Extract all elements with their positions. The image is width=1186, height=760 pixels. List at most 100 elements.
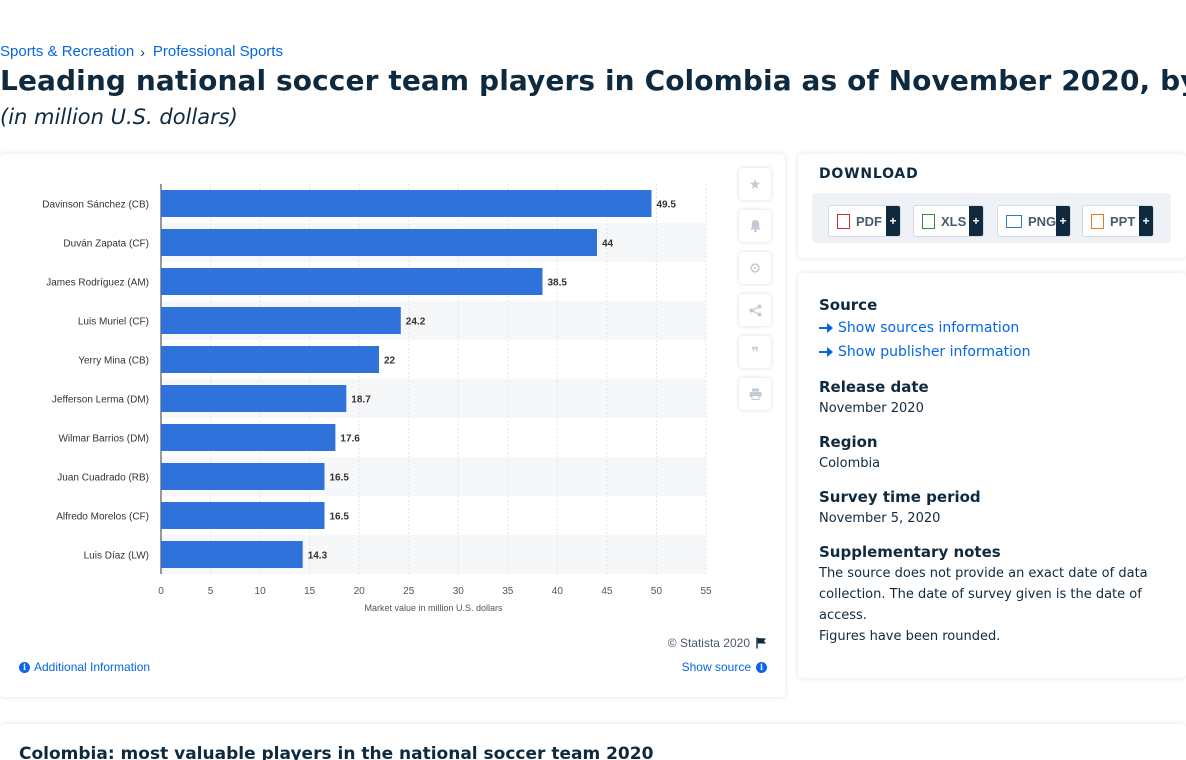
show-publisher-link[interactable]: Show publisher information — [819, 344, 1030, 360]
bell-icon — [749, 220, 761, 233]
bar-chart: 0 5 10 15 20 25 30 35 40 45 50 55 Davinson Sánchez (… — [42, 184, 712, 613]
supplementary-notes-line: The source does not provide an exact dat… — [819, 566, 1148, 581]
print-button[interactable] — [739, 378, 771, 410]
additional-information-link[interactable]: i Additional Information — [19, 660, 150, 674]
plus-icon: + — [969, 206, 983, 236]
page-title: Leading national soccer team players in … — [0, 64, 1186, 97]
category-label: James Rodríguez (AM) — [46, 278, 149, 289]
x-tick-label: 45 — [601, 586, 613, 597]
breadcrumb: Sports & Recreation › Professional Sport… — [0, 43, 283, 60]
survey-period-value: November 5, 2020 — [819, 511, 941, 526]
quote-icon: ❞ — [751, 343, 759, 360]
plus-icon: + — [1139, 206, 1153, 236]
supplementary-notes-line: access. — [819, 608, 867, 623]
category-label: Jefferson Lerma (DM) — [52, 395, 149, 406]
cite-button[interactable]: ❞ — [739, 336, 771, 368]
arrow-right-icon — [819, 323, 833, 333]
x-tick-label: 35 — [502, 586, 514, 597]
star-icon: ★ — [748, 175, 762, 192]
breadcrumb-link-sports-recreation[interactable]: Sports & Recreation — [0, 43, 135, 60]
pdf-file-icon — [837, 213, 850, 229]
statistic-details-card: Source Show sources information Show pub… — [798, 273, 1186, 678]
x-tick-label: 15 — [304, 586, 316, 597]
data-label: 24.2 — [406, 317, 426, 328]
download-pdf-button[interactable]: PDF + — [828, 205, 901, 237]
png-image-icon — [1006, 214, 1022, 228]
info-icon: i — [756, 661, 767, 673]
category-label: Alfredo Morelos (CF) — [56, 512, 149, 523]
data-label: 38.5 — [548, 278, 568, 289]
source-heading: Source — [819, 296, 878, 314]
category-label: Luis Díaz (LW) — [84, 551, 149, 562]
breadcrumb-link-professional-sports[interactable]: Professional Sports — [152, 43, 283, 60]
download-png-button[interactable]: PNG + — [997, 205, 1071, 237]
release-date-value: November 2020 — [819, 401, 924, 416]
ppt-file-icon — [1091, 213, 1104, 229]
supplementary-notes-line: Figures have been rounded. — [819, 629, 1001, 644]
info-icon: i — [19, 661, 30, 673]
x-tick-label: 10 — [255, 586, 267, 597]
bar — [161, 463, 325, 490]
download-bar: PDF + XLS + PNG + PPT + — [812, 193, 1171, 243]
plus-icon: + — [886, 206, 900, 236]
bar — [161, 268, 543, 295]
release-date-heading: Release date — [819, 378, 929, 396]
data-label: 44 — [602, 239, 614, 250]
data-label: 17.6 — [340, 434, 360, 445]
download-png-label: PNG — [1028, 213, 1057, 229]
gear-icon: ⚙ — [748, 259, 762, 276]
x-tick-label: 5 — [208, 586, 214, 597]
download-xls-button[interactable]: XLS + — [913, 205, 984, 237]
print-icon — [749, 388, 761, 400]
bar — [161, 424, 336, 451]
x-tick-label: 50 — [651, 586, 663, 597]
download-ppt-label: PPT — [1110, 213, 1136, 229]
settings-button[interactable]: ⚙ — [739, 252, 771, 284]
region-value: Colombia — [819, 456, 881, 471]
download-title: DOWNLOAD — [819, 166, 919, 182]
x-tick-label: 25 — [403, 586, 415, 597]
bar — [161, 346, 379, 373]
category-label: Davinson Sánchez (CB) — [42, 200, 149, 211]
x-tick-label: 30 — [453, 586, 465, 597]
category-label: Wilmar Barrios (DM) — [58, 434, 149, 445]
favorite-button[interactable]: ★ — [739, 168, 771, 200]
download-ppt-button[interactable]: PPT + — [1082, 205, 1154, 237]
data-label: 18.7 — [351, 395, 371, 406]
flag-icon[interactable] — [756, 637, 767, 649]
related-statistic-title[interactable]: Colombia: most valuable players in the n… — [19, 744, 654, 760]
arrow-right-icon — [819, 347, 833, 357]
notification-button[interactable] — [739, 210, 771, 242]
show-sources-label: Show sources information — [838, 320, 1020, 336]
x-axis-title: Market value in million U.S. dollars — [364, 603, 503, 613]
bar — [161, 385, 347, 412]
category-label: Yerry Mina (CB) — [78, 356, 149, 367]
supplementary-notes-line: collection. The date of survey given is … — [819, 587, 1142, 602]
breadcrumb-separator: › — [140, 43, 145, 60]
survey-period-heading: Survey time period — [819, 488, 981, 506]
show-source-link[interactable]: Show source i — [682, 660, 767, 674]
show-sources-link[interactable]: Show sources information — [819, 320, 1019, 336]
download-card: DOWNLOAD PDF + XLS + PNG + PPT + — [798, 154, 1186, 258]
category-label: Juan Cuadrado (RB) — [57, 473, 149, 484]
data-label: 14.3 — [308, 551, 328, 562]
region-heading: Region — [819, 433, 878, 451]
supplementary-notes-heading: Supplementary notes — [819, 543, 1001, 561]
category-label: Duván Zapata (CF) — [63, 239, 149, 250]
x-tick-label: 20 — [354, 586, 366, 597]
chart-copyright: © Statista 2020 — [668, 636, 767, 650]
share-icon — [749, 304, 761, 316]
x-tick-label: 40 — [552, 586, 564, 597]
page-subtitle: (in million U.S. dollars) — [0, 105, 238, 129]
data-label: 49.5 — [657, 200, 677, 211]
chart-card: 0 5 10 15 20 25 30 35 40 45 50 55 Davinson Sánchez (… — [0, 154, 785, 697]
show-publisher-label: Show publisher information — [838, 344, 1031, 360]
share-button[interactable] — [739, 294, 771, 326]
related-statistic-card: Colombia: most valuable players in the n… — [0, 724, 1186, 760]
show-source-label: Show source — [681, 660, 751, 674]
bar — [161, 541, 303, 568]
data-label: 22 — [384, 356, 396, 367]
bar — [161, 307, 401, 334]
xls-file-icon — [922, 213, 935, 229]
category-label: Luis Muriel (CF) — [78, 317, 149, 328]
